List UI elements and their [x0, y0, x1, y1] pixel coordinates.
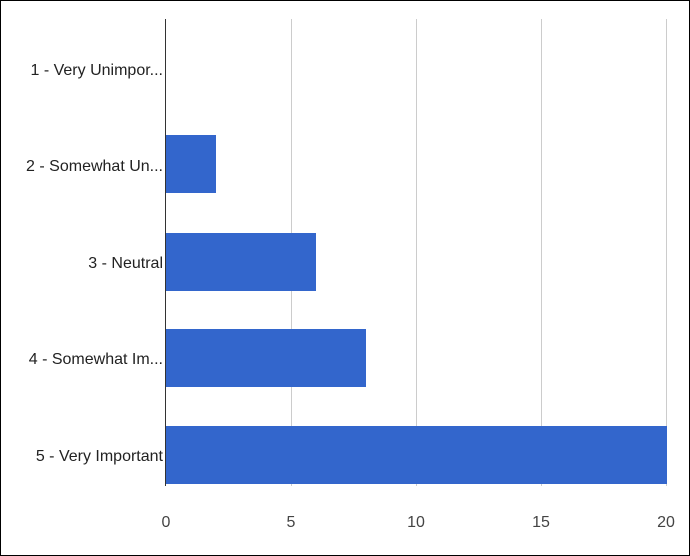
category-label: 5 - Very Important — [35, 448, 163, 465]
gridline-10 — [416, 19, 417, 486]
x-tick-label: 0 — [161, 514, 171, 531]
x-tick-label: 20 — [657, 514, 675, 531]
bar-somewhat-important — [166, 329, 366, 387]
category-label: 4 - Somewhat Im... — [28, 351, 163, 368]
bar-neutral — [166, 233, 316, 291]
category-label: 2 - Somewhat Un... — [26, 158, 163, 175]
bar-somewhat-unimportant — [166, 135, 216, 193]
x-tick-label: 5 — [286, 514, 296, 531]
x-tick-label: 15 — [532, 514, 550, 531]
category-label: 1 - Very Unimpor... — [30, 62, 164, 79]
x-tick-label: 10 — [407, 514, 425, 531]
gridline-15 — [541, 19, 542, 486]
y-axis-line — [165, 19, 166, 486]
gridline-20 — [666, 19, 667, 486]
bar-very-important — [166, 426, 667, 484]
category-label: 3 - Neutral — [88, 255, 163, 272]
